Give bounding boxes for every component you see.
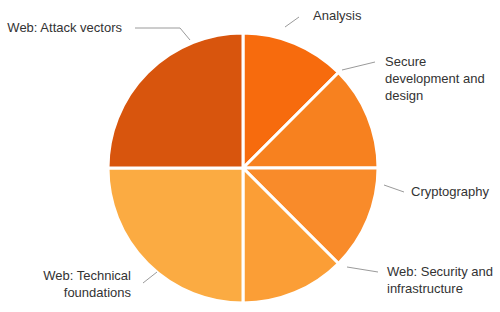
slice-label-line: Secure (385, 54, 426, 69)
slice-label: Secure development and design (385, 54, 485, 103)
slice-label-line: development and (385, 71, 485, 86)
slice-label-line: design (385, 88, 423, 103)
slices (108, 33, 378, 303)
leader-line (347, 267, 378, 272)
leader-line (135, 28, 190, 40)
leader-line (342, 62, 375, 70)
pie-slice (108, 33, 243, 168)
slice-label-line: Analysis (313, 8, 362, 23)
leader-line (285, 17, 299, 27)
chart: Analysis Secure development and design Crypt… (0, 0, 500, 312)
slice-label-line: Web: Security and (387, 264, 493, 279)
leader-line (384, 185, 404, 192)
slice-label-line: infrastructure (387, 281, 463, 296)
slice-label-line: Web: Technical (43, 268, 131, 283)
slice-label: Analysis (313, 8, 362, 23)
leader-line (143, 272, 157, 283)
pie-slice (243, 168, 338, 303)
slice-label: Web: Technical foundations (43, 268, 131, 300)
slice-label-line: Cryptography (411, 184, 490, 199)
slice-label: Web: Attack vectors (7, 20, 122, 35)
pie-slice (243, 73, 378, 168)
slice-label: Web: Security and infrastructure (387, 264, 493, 296)
slice-label-line: foundations (64, 285, 132, 300)
slice-label: Cryptography (411, 184, 490, 199)
labels: Analysis Secure development and design Crypt… (7, 8, 493, 300)
slice-label-line: Web: Attack vectors (7, 20, 122, 35)
